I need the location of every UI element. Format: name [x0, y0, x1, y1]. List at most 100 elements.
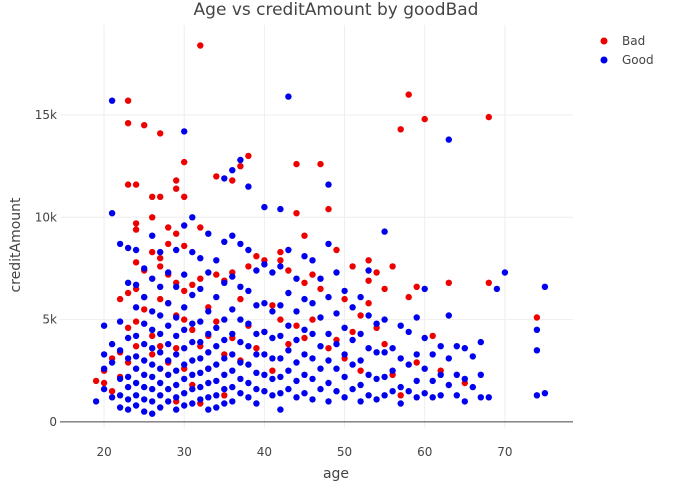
data-point-bad[interactable] — [141, 306, 148, 313]
data-point-good[interactable] — [333, 365, 340, 372]
data-point-good[interactable] — [229, 351, 236, 358]
data-point-good[interactable] — [381, 316, 388, 323]
data-point-good[interactable] — [116, 318, 124, 325]
data-point-good[interactable] — [157, 365, 164, 372]
data-point-good[interactable] — [437, 392, 444, 399]
data-point-good[interactable] — [173, 332, 180, 340]
data-point-bad[interactable] — [405, 293, 412, 301]
data-point-good[interactable] — [349, 361, 356, 368]
data-point-good[interactable] — [245, 394, 252, 401]
data-point-bad[interactable] — [132, 226, 140, 233]
data-point-good[interactable] — [429, 351, 436, 358]
data-point-good[interactable] — [237, 316, 244, 323]
data-point-good[interactable] — [293, 275, 300, 282]
data-point-good[interactable] — [173, 367, 180, 374]
data-point-good[interactable] — [317, 343, 324, 350]
data-point-good[interactable] — [445, 355, 452, 362]
data-point-bad[interactable] — [116, 295, 124, 303]
data-point-bad[interactable] — [181, 242, 188, 250]
data-point-good[interactable] — [245, 287, 252, 295]
data-point-good[interactable] — [453, 392, 460, 399]
data-point-good[interactable] — [165, 269, 172, 276]
data-point-good[interactable] — [309, 257, 316, 264]
data-point-good[interactable] — [141, 265, 148, 272]
data-point-good[interactable] — [413, 394, 420, 401]
data-point-bad[interactable] — [357, 367, 364, 374]
data-point-good[interactable] — [261, 388, 268, 395]
data-point-bad[interactable] — [157, 263, 164, 270]
data-point-bad[interactable] — [221, 392, 228, 399]
data-point-good[interactable] — [181, 345, 188, 352]
data-point-good[interactable] — [197, 355, 204, 362]
data-point-good[interactable] — [149, 373, 156, 381]
data-point-good[interactable] — [149, 398, 156, 405]
data-point-good[interactable] — [124, 383, 132, 391]
data-point-good[interactable] — [221, 238, 228, 245]
data-point-good[interactable] — [141, 357, 148, 364]
data-point-good[interactable] — [205, 379, 212, 387]
data-point-good[interactable] — [533, 392, 541, 399]
data-point-bad[interactable] — [173, 177, 180, 184]
data-point-good[interactable] — [181, 375, 188, 383]
data-point-good[interactable] — [221, 279, 228, 286]
data-point-bad[interactable] — [124, 120, 132, 127]
data-point-good[interactable] — [317, 385, 324, 393]
data-point-good[interactable] — [229, 367, 236, 374]
data-point-good[interactable] — [253, 330, 260, 338]
data-point-good[interactable] — [181, 271, 188, 278]
data-point-bad[interactable] — [301, 279, 308, 286]
data-point-good[interactable] — [108, 394, 116, 401]
data-point-good[interactable] — [141, 383, 148, 391]
data-point-good[interactable] — [221, 371, 228, 378]
data-point-good[interactable] — [165, 385, 172, 393]
data-point-bad[interactable] — [181, 193, 188, 200]
data-point-good[interactable] — [373, 349, 380, 356]
data-point-good[interactable] — [157, 248, 164, 256]
data-point-bad[interactable] — [485, 279, 492, 286]
data-point-good[interactable] — [261, 261, 268, 268]
data-point-good[interactable] — [253, 351, 260, 358]
data-point-good[interactable] — [269, 392, 276, 399]
data-point-good[interactable] — [116, 347, 124, 354]
data-point-good[interactable] — [181, 222, 188, 229]
data-point-good[interactable] — [173, 246, 180, 254]
data-point-bad[interactable] — [124, 181, 132, 188]
data-point-good[interactable] — [149, 385, 156, 393]
data-point-bad[interactable] — [165, 240, 172, 248]
data-point-good[interactable] — [229, 383, 236, 391]
data-point-bad[interactable] — [245, 152, 252, 160]
data-point-good[interactable] — [132, 379, 140, 387]
data-point-bad[interactable] — [413, 359, 420, 366]
data-point-good[interactable] — [245, 246, 252, 254]
data-point-bad[interactable] — [341, 295, 348, 303]
data-point-good[interactable] — [357, 293, 364, 301]
data-point-bad[interactable] — [269, 302, 276, 309]
data-point-good[interactable] — [173, 351, 180, 358]
data-point-good[interactable] — [189, 400, 196, 407]
data-point-good[interactable] — [373, 396, 380, 403]
data-point-good[interactable] — [253, 267, 260, 274]
data-point-good[interactable] — [269, 334, 276, 342]
data-point-bad[interactable] — [445, 279, 452, 286]
data-point-good[interactable] — [229, 232, 236, 239]
data-point-good[interactable] — [124, 373, 132, 381]
data-point-bad[interactable] — [197, 42, 204, 49]
data-point-bad[interactable] — [293, 210, 300, 217]
data-point-good[interactable] — [100, 385, 108, 393]
data-point-bad[interactable] — [301, 334, 308, 342]
data-point-bad[interactable] — [365, 300, 372, 307]
data-point-bad[interactable] — [149, 193, 156, 200]
data-point-bad[interactable] — [253, 345, 260, 352]
data-point-good[interactable] — [165, 357, 172, 364]
data-point-good[interactable] — [149, 232, 156, 239]
data-point-good[interactable] — [381, 392, 388, 399]
data-point-bad[interactable] — [181, 316, 188, 323]
data-point-good[interactable] — [245, 183, 252, 190]
data-point-good[interactable] — [197, 318, 204, 325]
data-point-good[interactable] — [261, 328, 268, 336]
data-point-good[interactable] — [253, 302, 260, 309]
data-point-bad[interactable] — [189, 281, 196, 288]
data-point-good[interactable] — [157, 379, 164, 387]
data-point-good[interactable] — [229, 398, 236, 405]
data-point-good[interactable] — [277, 332, 284, 340]
